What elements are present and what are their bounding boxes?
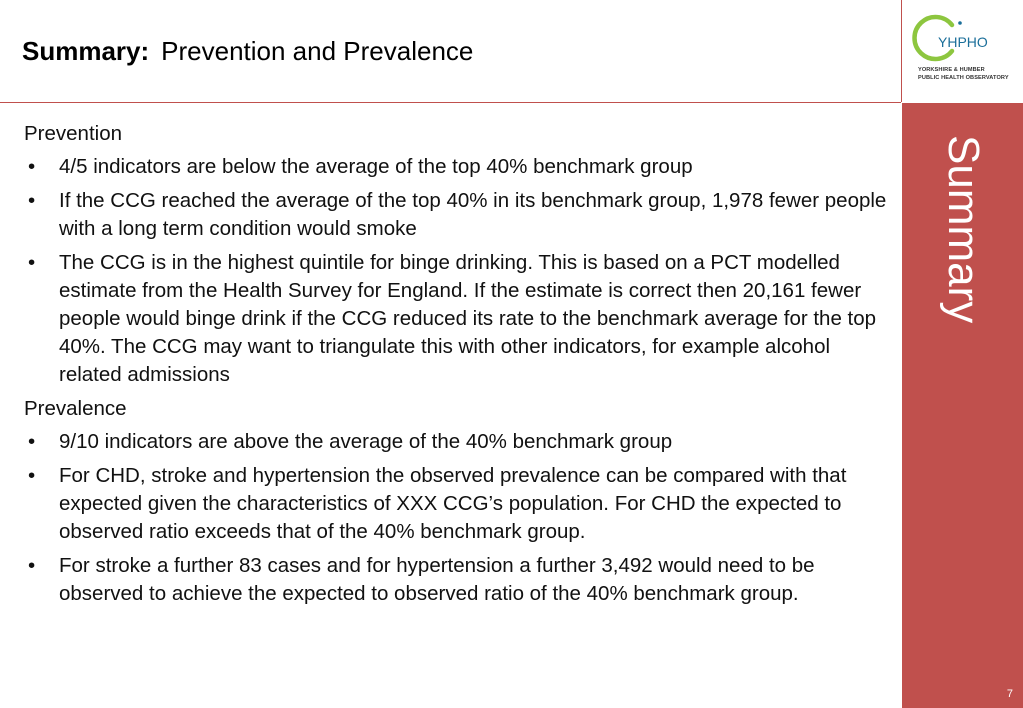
slide-title-rest: Prevention and Prevalence [161, 36, 474, 66]
logo-arc [912, 14, 955, 62]
yhpho-logo: YHPHO YORKSHIRE & HUMBER PUBLIC HEALTH O… [902, 0, 1023, 102]
bullet-list-prevalence: 9/10 indicators are above the average of… [24, 428, 890, 608]
logo-caption: YORKSHIRE & HUMBER PUBLIC HEALTH OBSERVA… [918, 66, 1009, 82]
yhpho-logo-graphic: YHPHO [912, 14, 988, 62]
bullet-item: 4/5 indicators are below the average of … [24, 153, 890, 181]
section-heading-prevalence: Prevalence [24, 397, 127, 420]
logo-dot [958, 21, 962, 25]
bullet-item: The CCG is in the highest quintile for b… [24, 249, 890, 389]
logo-caption-line2: PUBLIC HEALTH OBSERVATORY [918, 75, 1009, 81]
bullet-item: 9/10 indicators are above the average of… [24, 428, 890, 456]
page-number: 7 [1006, 688, 1013, 700]
sidebar-band: Summary 7 [902, 103, 1023, 708]
bullet-item: If the CCG reached the average of the to… [24, 187, 890, 243]
slide-title: Summary: Prevention and Prevalence [22, 36, 473, 67]
bullet-item: For CHD, stroke and hypertension the obs… [24, 462, 890, 546]
logo-wordmark: YHPHO [938, 34, 988, 50]
sidebar-label: Summary [938, 135, 988, 324]
section-heading-prevention: Prevention [24, 122, 123, 145]
bullet-item: For stroke a further 83 cases and for hy… [24, 552, 890, 608]
logo-caption-line1: YORKSHIRE & HUMBER [918, 67, 985, 73]
slide-title-bold: Summary: [22, 36, 150, 66]
header-divider [901, 0, 902, 102]
bullet-list-prevention: 4/5 indicators are below the average of … [24, 153, 890, 389]
content-body: Prevention 4/5 indicators are below the … [24, 120, 890, 614]
slide-header: Summary: Prevention and Prevalence [0, 0, 901, 103]
